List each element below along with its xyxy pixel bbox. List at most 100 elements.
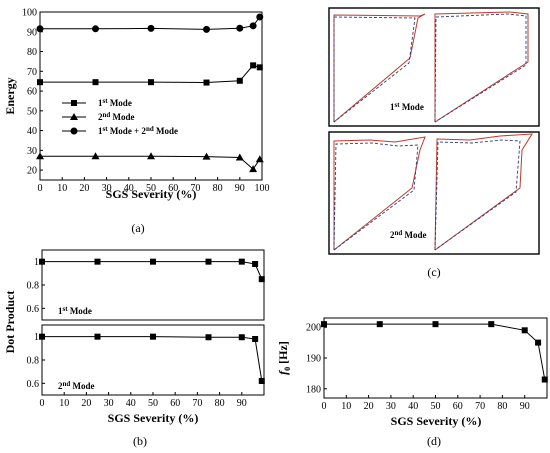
- panel-b-bottom-series-0-point-1: [94, 333, 101, 340]
- panel-b-top-y-tick-label-0: 0.6: [27, 304, 40, 315]
- panel-d-x-tick-label-5: 50: [431, 401, 441, 412]
- panel-a-x-tick-label-10: 100: [255, 183, 270, 194]
- panel-b-bottom-x-tick-label-4: 40: [126, 398, 136, 409]
- square-marker-icon: [71, 100, 77, 106]
- panel-b-bottom-x-tick-label-1: 10: [59, 398, 69, 409]
- panel-b-bottom-y-tick-label-2: 1: [34, 332, 39, 343]
- panel-b-top-series-0-point-6: [258, 276, 265, 283]
- panel-b-bottom-x-tick-label-0: 0: [40, 398, 45, 409]
- panel-b-top-y-tick-label-2: 1: [34, 257, 39, 268]
- panel-b-bottom-series-0-point-2: [150, 333, 156, 340]
- panel-a-y-tick-label-3: 50: [27, 106, 37, 117]
- panel-a-y-tick-label-4: 60: [27, 87, 37, 98]
- panel-d-series-0-point-3: [488, 321, 495, 328]
- panel-a-x-tick-label-7: 70: [190, 183, 200, 194]
- panel-a-series-0-point-6: [256, 64, 263, 71]
- panel-a-series-2-point-3: [203, 25, 210, 33]
- panel-b-bottom-y-tick-label-0: 0.6: [27, 379, 40, 390]
- panel-d-series-0-point-4: [521, 327, 528, 334]
- panel-a-y-tick-label-0: 20: [27, 166, 37, 177]
- panel-a-energy-chart: 0 10 20 30 40 50 60 70 80 90 100 20 30 40 50 60 70 80 90 10…: [3, 8, 270, 236]
- panel-a-series-2-point-4: [236, 24, 244, 32]
- panel-d-x-tick-label-7: 70: [475, 401, 485, 412]
- panel-a-x-tick-label-8: 80: [213, 183, 223, 194]
- panel-d-caption: (d): [427, 434, 441, 448]
- circle-marker-icon: [70, 127, 78, 135]
- panel-a-series-1-point-5: [249, 165, 258, 173]
- panel-a-series-0-point-5: [250, 62, 257, 69]
- panel-b-bottom-series-0-point-6: [258, 378, 265, 384]
- panel-a-x-tick-label-4: 40: [124, 183, 134, 194]
- panel-d-y-tick-label-0: 180: [306, 384, 321, 395]
- panel-a-series-2-point-0: [36, 25, 44, 33]
- panel-d-x-tick-label-8: 80: [497, 401, 507, 412]
- panel-a-series-0-point-3: [203, 79, 210, 86]
- panel-a-x-tick-label-0: 0: [38, 183, 43, 194]
- panel-d-series-0-point-5: [535, 339, 542, 346]
- panel-c-bottom-label: 2nd Mode: [390, 229, 427, 240]
- panel-b-bottom-series-0-point-4: [238, 334, 245, 341]
- panel-d-series: [321, 321, 548, 383]
- panel-d-x-tick-label-9: 90: [520, 401, 530, 412]
- mode-shape-2-right: [434, 133, 533, 251]
- panel-b-bottom-x-tick-label-7: 70: [192, 398, 202, 409]
- panel-b-top-annotation: 1st Mode: [58, 305, 92, 316]
- legend-item-sum: 1st Mode + 2nd Mode: [62, 125, 178, 136]
- panel-b-bottom-x-tick-label-6: 60: [170, 398, 180, 409]
- panel-b-dot-product-chart: 0.6 0.8 1 0 10 20 30 40 50 60 70 80 90 0.6 0.8 1 1st M…: [3, 249, 265, 448]
- panel-a-x-axis-label: SGS Severity (%): [106, 187, 197, 201]
- panel-a-series-2-point-5: [249, 22, 257, 30]
- panel-a-series-2-point-2: [147, 24, 155, 32]
- panel-b-top-series-0-point-5: [252, 261, 259, 267]
- panel-b-top-series-0-point-0: [39, 258, 45, 265]
- panel-d-x-tick-label-3: 30: [386, 401, 396, 412]
- panel-b-top-series-0-point-1: [94, 258, 101, 265]
- panel-a-x-tick-label-2: 20: [79, 183, 89, 194]
- panel-a-ticks: 0 10 20 30 40 50 60 70 80 90 100 20 30 40 50 60 70 80 90 10…: [22, 8, 270, 195]
- panel-d-x-tick-label-0: 0: [322, 401, 327, 412]
- panel-a-caption: (a): [131, 221, 144, 235]
- triangle-marker-icon: [70, 113, 78, 120]
- mode-shape-1-right: [434, 11, 529, 123]
- panel-a-series-0-point-2: [148, 79, 154, 86]
- panel-c-top-label: 1st Mode: [390, 101, 424, 112]
- panel-a-x-tick-label-1: 10: [57, 183, 67, 194]
- panel-b-y-axis-label: Dot Product: [3, 291, 17, 354]
- panel-b-bottom-series-0-point-3: [205, 334, 212, 341]
- panel-a-x-tick-label-9: 90: [235, 183, 245, 194]
- panel-d-series-0-line: [324, 323, 546, 380]
- panel-d-series-0-point-1: [376, 321, 383, 328]
- legend-label-sum: 1st Mode + 2nd Mode: [98, 125, 178, 136]
- panel-a-series-1-point-1: [91, 152, 100, 160]
- panel-c-top-box: [328, 7, 540, 127]
- legend-label-2nd-mode: 2nd Mode: [98, 111, 135, 122]
- panel-a-y-tick-label-7: 90: [27, 27, 37, 38]
- panel-b-bottom-x-tick-label-2: 20: [81, 398, 91, 409]
- panel-b-top-series-0-point-4: [238, 258, 245, 265]
- panel-d-y-tick-label-1: 190: [306, 354, 321, 365]
- panel-b-top-series-0-point-3: [205, 258, 212, 265]
- panel-d-y-axis-label: f0 [Hz]: [276, 341, 292, 375]
- panel-a-y-tick-label-5: 70: [27, 67, 37, 78]
- panel-d-x-tick-label-6: 60: [453, 401, 463, 412]
- panel-d-frequency-chart: 0 10 20 30 40 50 60 70 80 90 180 190 200 SGS Severit…: [276, 317, 548, 448]
- panel-a-series-1-point-4: [235, 153, 244, 161]
- panel-d-x-tick-label-2: 20: [364, 401, 374, 412]
- panel-c-mode-shapes: 1st Mode 2nd Mode (c): [328, 7, 540, 279]
- panel-b-bottom-x-tick-label-9: 90: [237, 398, 247, 409]
- panel-a-y-tick-label-6: 80: [27, 47, 37, 58]
- panel-a-legend: 1st Mode 2nd Mode 1st Mode + 2nd Mode: [62, 97, 178, 136]
- panel-a-series-2-point-1: [92, 25, 99, 33]
- panel-b-bottom-series-0-point-5: [252, 336, 259, 342]
- legend-item-1st-mode: 1st Mode: [62, 97, 132, 108]
- panel-a-series-1-point-6: [255, 155, 264, 163]
- panel-a-series-1-point-0: [36, 152, 44, 160]
- legend-item-2nd-mode: 2nd Mode: [62, 111, 135, 122]
- panel-b-bottom-series: 0 10 20 30 40 50 60 70 80 90 0.6 0.8 1: [27, 332, 265, 409]
- panel-b-bottom-x-tick-label-5: 50: [148, 398, 158, 409]
- panel-b-bottom-series-0-point-0: [39, 333, 45, 340]
- panel-b-bottom-x-tick-label-3: 30: [104, 398, 114, 409]
- mode-shape-2-left: [333, 136, 426, 251]
- panel-d-series-0-point-2: [432, 321, 439, 328]
